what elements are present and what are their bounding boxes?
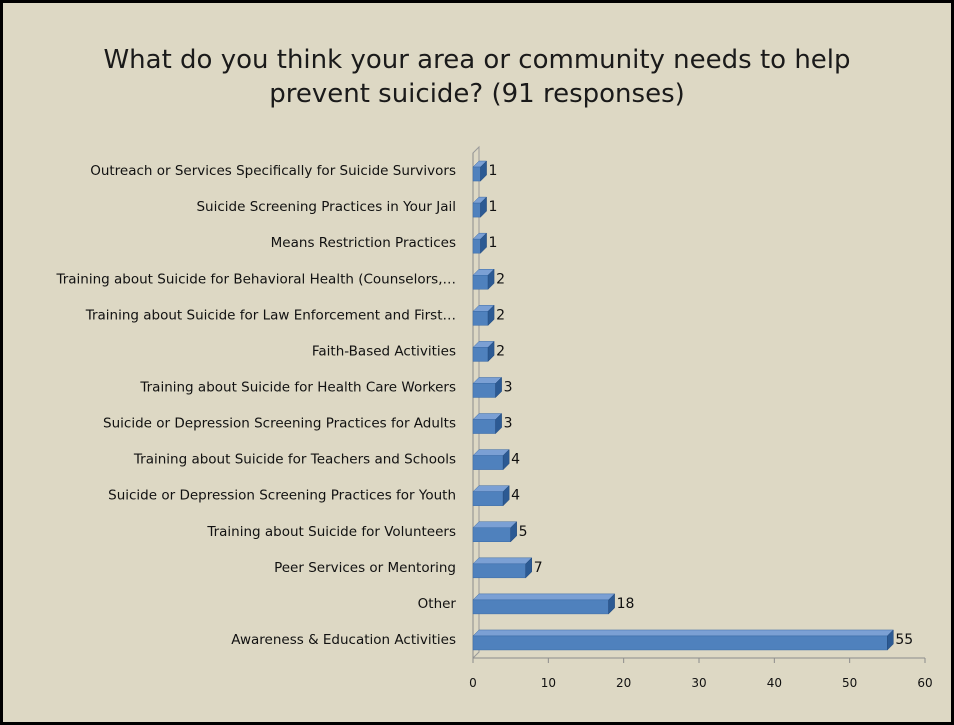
bar-side-face bbox=[502, 449, 510, 471]
bar bbox=[472, 419, 496, 434]
category-label: Peer Services or Mentoring bbox=[274, 560, 456, 576]
chart-title: What do you think your area or community… bbox=[3, 43, 951, 111]
bar-side-face bbox=[480, 232, 487, 254]
bar bbox=[472, 455, 504, 470]
category-label: Training about Suicide for Behavioral He… bbox=[55, 271, 456, 287]
data-label: 1 bbox=[489, 235, 498, 251]
x-tick-label: 40 bbox=[767, 676, 782, 690]
bar-side-face bbox=[510, 521, 517, 543]
bar-top-face bbox=[472, 521, 518, 528]
category-label: Training about Suicide for Volunteers bbox=[206, 524, 456, 540]
x-tick-label: 10 bbox=[541, 676, 556, 690]
data-label: 4 bbox=[511, 488, 520, 504]
bar bbox=[472, 238, 481, 254]
category-label: Other bbox=[418, 596, 457, 612]
data-label: 1 bbox=[489, 199, 498, 215]
bar-side-face bbox=[480, 160, 487, 182]
bar bbox=[472, 383, 496, 398]
bar bbox=[472, 166, 481, 182]
category-label: Suicide Screening Practices in Your Jail bbox=[196, 199, 456, 215]
category-label: Outreach or Services Specifically for Su… bbox=[90, 163, 456, 179]
bar-side-face bbox=[608, 593, 615, 615]
category-label: Means Restriction Practices bbox=[271, 235, 456, 251]
data-label: 2 bbox=[496, 307, 505, 323]
x-tick-label: 30 bbox=[691, 676, 706, 690]
bar-chart: 0 10 20 30 40 50 60 1 Outreach or Services Speci… bbox=[55, 145, 933, 690]
data-label: 3 bbox=[504, 416, 513, 432]
bar bbox=[472, 202, 481, 218]
bar bbox=[472, 275, 489, 290]
bar-side-face bbox=[487, 304, 495, 326]
x-tick-label: 50 bbox=[842, 676, 857, 690]
bar bbox=[472, 527, 511, 542]
bar-side-face bbox=[525, 557, 532, 579]
bar-side-face bbox=[502, 485, 510, 507]
bar-side-face bbox=[495, 376, 502, 399]
category-label: Awareness & Education Activities bbox=[231, 632, 456, 648]
data-label: 1 bbox=[489, 163, 498, 179]
bar bbox=[472, 347, 489, 362]
bar-side-face bbox=[487, 340, 495, 362]
bar-side-face bbox=[487, 268, 495, 290]
x-tick-label: 0 bbox=[469, 676, 477, 690]
category-label: Training about Suicide for Teachers and … bbox=[133, 452, 456, 468]
x-tick-label: 20 bbox=[616, 676, 631, 690]
category-label: Suicide or Depression Screening Practice… bbox=[103, 416, 456, 432]
bar-top-face bbox=[472, 557, 533, 565]
bar-side-face bbox=[887, 629, 894, 651]
bar bbox=[472, 311, 489, 326]
category-label: Training about Suicide for Law Enforceme… bbox=[85, 307, 456, 323]
data-label: 4 bbox=[511, 452, 520, 468]
data-label: 2 bbox=[496, 271, 505, 287]
data-label: 18 bbox=[617, 596, 635, 612]
data-label: 2 bbox=[496, 343, 505, 359]
x-tick-label: 60 bbox=[917, 676, 932, 690]
data-label: 3 bbox=[504, 379, 513, 395]
bar bbox=[472, 491, 504, 506]
category-label: Suicide or Depression Screening Practice… bbox=[108, 488, 456, 504]
slide: What do you think your area or community… bbox=[3, 3, 951, 722]
data-label: 5 bbox=[519, 524, 528, 540]
bar-side-face bbox=[495, 412, 502, 435]
chart-title-line-1: What do you think your area or community… bbox=[103, 45, 851, 75]
category-label: Faith-Based Activities bbox=[312, 343, 456, 359]
plot-side-wall bbox=[472, 145, 480, 660]
bar bbox=[472, 635, 888, 651]
bar-side-face bbox=[480, 196, 487, 218]
bar-top-face bbox=[472, 593, 616, 601]
category-label: Training about Suicide for Health Care W… bbox=[139, 379, 456, 395]
data-label: 7 bbox=[534, 560, 543, 576]
data-label: 55 bbox=[895, 632, 913, 648]
bar bbox=[472, 599, 609, 615]
bar-top-face bbox=[472, 629, 894, 637]
bar bbox=[472, 563, 526, 579]
chart-title-line-2: prevent suicide? (91 responses) bbox=[269, 79, 685, 109]
